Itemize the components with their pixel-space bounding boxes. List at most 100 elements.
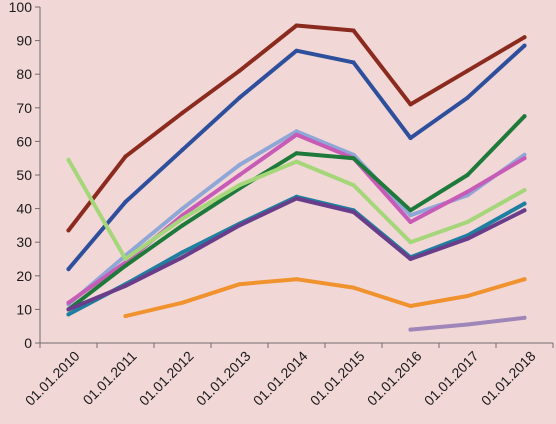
data-point	[294, 277, 299, 282]
series-6	[66, 157, 527, 261]
data-point	[351, 285, 356, 290]
data-point	[408, 208, 413, 213]
data-point	[294, 151, 299, 156]
y-tick-label: 80	[16, 66, 32, 82]
data-point	[66, 312, 71, 317]
x-tick-label: 01.01.2015	[307, 348, 368, 409]
data-point	[66, 307, 71, 312]
data-point	[522, 152, 527, 157]
data-point	[522, 277, 527, 282]
data-point	[294, 48, 299, 53]
x-tick-label: 01.01.2016	[364, 348, 425, 409]
data-point	[123, 314, 128, 319]
data-point	[408, 213, 413, 218]
data-point	[351, 210, 356, 214]
data-point	[465, 173, 470, 177]
data-point	[66, 300, 71, 305]
data-point	[408, 304, 413, 308]
data-point	[294, 196, 299, 201]
data-point	[522, 156, 527, 161]
data-point	[351, 156, 356, 161]
data-point	[237, 173, 242, 177]
data-point	[294, 159, 299, 164]
data-point	[123, 154, 128, 159]
data-point	[180, 300, 185, 305]
data-point	[522, 43, 527, 48]
y-tick-label: 30	[16, 234, 32, 250]
data-point	[351, 60, 356, 65]
data-point	[408, 220, 413, 224]
data-point	[408, 240, 413, 245]
data-point	[465, 95, 470, 100]
x-tick-label: 01.01.2013	[193, 348, 254, 409]
data-point	[465, 294, 470, 298]
data-point	[180, 255, 185, 260]
data-point	[180, 223, 185, 228]
y-tick-label: 70	[16, 100, 32, 116]
data-point	[522, 201, 527, 206]
data-point	[522, 188, 527, 193]
series-layer	[66, 23, 527, 332]
data-point	[465, 236, 470, 241]
y-tick-label: 60	[16, 133, 32, 149]
y-tick-label: 50	[16, 167, 32, 183]
data-point	[237, 223, 242, 228]
series-8	[66, 196, 527, 312]
data-point	[66, 157, 71, 162]
data-point	[351, 183, 356, 188]
data-point	[66, 267, 71, 272]
y-tick-label: 100	[9, 0, 33, 15]
data-point	[351, 28, 356, 33]
x-tick-label: 01.01.2010	[22, 348, 83, 409]
y-tick-label: 90	[16, 33, 32, 49]
data-point	[294, 23, 299, 28]
data-point	[408, 257, 413, 261]
data-point	[180, 147, 185, 152]
data-point	[180, 216, 185, 221]
series-2	[66, 43, 527, 272]
data-point	[408, 327, 413, 332]
data-point	[465, 322, 470, 327]
data-point	[237, 183, 242, 188]
data-point	[180, 206, 185, 211]
data-point	[66, 228, 71, 233]
series-9	[123, 277, 527, 319]
data-point	[123, 257, 128, 261]
data-point	[237, 68, 242, 73]
data-point	[522, 35, 527, 40]
x-tick-label: 01.01.2018	[478, 348, 539, 409]
series-line	[123, 277, 527, 319]
data-point	[123, 199, 128, 204]
x-tick-label: 01.01.2011	[79, 348, 139, 408]
data-point	[123, 283, 128, 288]
x-tick-label: 01.01.2014	[250, 348, 311, 409]
data-point	[180, 250, 185, 255]
y-tick-label: 40	[16, 201, 32, 217]
y-tick-label: 20	[16, 268, 32, 284]
series-10	[408, 315, 527, 332]
y-tick-label: 0	[24, 335, 32, 351]
data-point	[465, 189, 470, 194]
data-point	[465, 68, 470, 73]
data-point	[522, 114, 527, 119]
data-point	[294, 132, 299, 137]
data-point	[522, 208, 527, 213]
data-point	[294, 129, 299, 134]
x-axis: 01.01.201001.01.201101.01.201201.01.2013…	[22, 342, 554, 409]
y-tick-label: 10	[16, 301, 32, 317]
data-point	[237, 162, 242, 167]
data-point	[465, 220, 470, 224]
data-point	[408, 102, 413, 107]
x-tick-label: 01.01.2017	[421, 348, 482, 409]
data-point	[123, 263, 128, 268]
data-point	[522, 315, 527, 320]
y-axis: 0 10 20 30 40 50 60 70 80 90 100	[9, 0, 41, 351]
data-point	[237, 282, 242, 287]
series-1	[66, 23, 527, 233]
data-point	[237, 95, 242, 100]
x-tick-label: 01.01.2012	[136, 348, 197, 409]
data-point	[408, 136, 413, 140]
data-point	[180, 110, 185, 115]
